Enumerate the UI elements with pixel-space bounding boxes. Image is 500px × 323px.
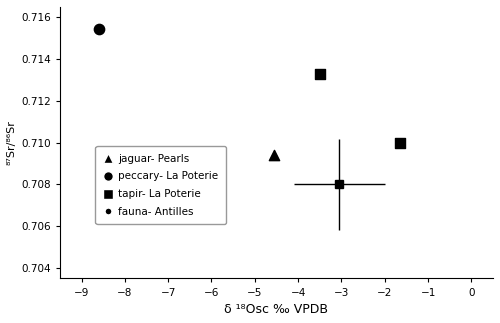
X-axis label: δ ¹⁸Osc ‰ VPDB: δ ¹⁸Osc ‰ VPDB: [224, 303, 328, 316]
Point: [316, 71, 324, 76]
Legend: jaguar- Pearls, peccary- La Poterie, tapir- La Poterie, fauna- Antilles: jaguar- Pearls, peccary- La Poterie, tap…: [96, 146, 226, 224]
Point: [396, 140, 404, 145]
Point: [270, 153, 278, 158]
Point: [95, 26, 103, 31]
Y-axis label: ⁸⁷Sr/⁸⁶Sr: ⁸⁷Sr/⁸⁶Sr: [7, 120, 17, 165]
